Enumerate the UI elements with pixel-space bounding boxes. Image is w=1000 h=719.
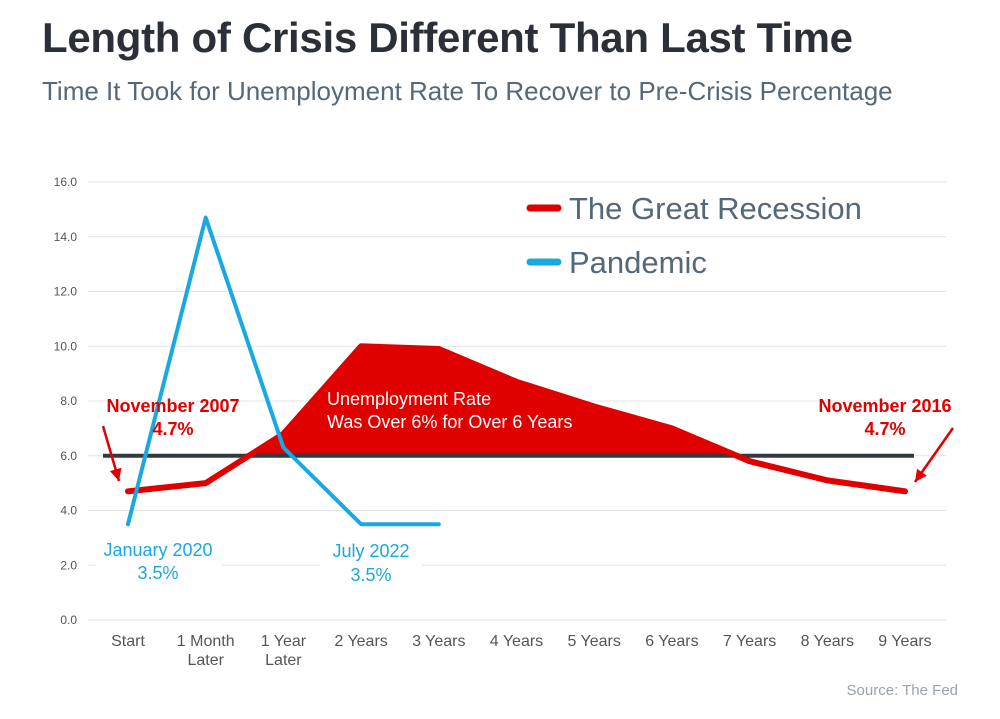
annotation-recession-end-date: November 2016	[818, 396, 951, 416]
y-tick-label: 12.0	[54, 285, 78, 299]
y-tick-label: 4.0	[60, 504, 77, 518]
x-tick-label: 1 Month	[177, 633, 235, 650]
x-tick-label: 9 Years	[878, 633, 931, 650]
y-tick-label: 2.0	[60, 558, 77, 572]
annotation-recession-start-date: November 2007	[106, 396, 239, 416]
series-lines	[125, 215, 908, 527]
y-tick-label: 10.0	[54, 339, 78, 353]
annotations: November 2007 4.7% November 2016 4.7% Januar…	[96, 389, 955, 586]
x-tick-label: Start	[111, 633, 145, 650]
annotation-recession-start-value: 4.7%	[152, 419, 193, 439]
page-subtitle: Time It Took for Unemployment Rate To Re…	[42, 76, 893, 106]
x-tick-label: 6 Years	[645, 633, 698, 650]
annotation-backdrop	[96, 536, 222, 586]
x-axis-ticks: Start 1 Month Later 1 Year Later 2 Years 3 Yea…	[111, 633, 932, 669]
x-tick-label: Later	[187, 652, 224, 669]
y-tick-label: 16.0	[54, 175, 78, 189]
annotation-pandemic-end-date: July 2022	[332, 541, 409, 561]
legend-great-recession-label: The Great Recession	[569, 191, 862, 226]
x-tick-label: 7 Years	[723, 633, 776, 650]
legend: The Great Recession Pandemic	[526, 191, 862, 280]
arrow-recession-start-head	[109, 467, 122, 481]
y-tick-label: 0.0	[60, 613, 77, 627]
y-tick-label: 6.0	[60, 449, 77, 463]
x-tick-label: Later	[265, 652, 302, 669]
arrow-recession-end-head	[915, 468, 927, 482]
y-tick-label: 14.0	[54, 230, 78, 244]
x-tick-label: 5 Years	[568, 633, 621, 650]
x-tick-label: 1 Year	[261, 633, 307, 650]
x-tick-label: 4 Years	[490, 633, 543, 650]
x-tick-label: 8 Years	[801, 633, 854, 650]
y-tick-label: 8.0	[60, 394, 77, 408]
shaded-region	[248, 346, 737, 456]
annotation-pandemic-start-date: January 2020	[103, 540, 212, 560]
source-note: Source: The Fed	[846, 682, 958, 699]
annotation-shaded-line-2: Was Over 6% for Over 6 Years	[327, 412, 572, 432]
x-tick-label: 3 Years	[412, 633, 465, 650]
annotation-pandemic-end-value: 3.5%	[350, 565, 391, 585]
y-axis-ticks: 0.0 2.0 4.0 6.0 8.0 10.0 12.0 14.0 16.0	[54, 175, 78, 627]
legend-pandemic-label: Pandemic	[569, 245, 707, 280]
annotation-recession-end-value: 4.7%	[864, 419, 905, 439]
annotation-backdrop	[320, 538, 422, 586]
page-title: Length of Crisis Different Than Last Tim…	[42, 14, 853, 61]
recession-above-6-area	[248, 346, 737, 456]
x-tick-label: 2 Years	[334, 633, 387, 650]
annotation-shaded-line-1: Unemployment Rate	[327, 389, 491, 409]
annotation-pandemic-start-value: 3.5%	[137, 563, 178, 583]
